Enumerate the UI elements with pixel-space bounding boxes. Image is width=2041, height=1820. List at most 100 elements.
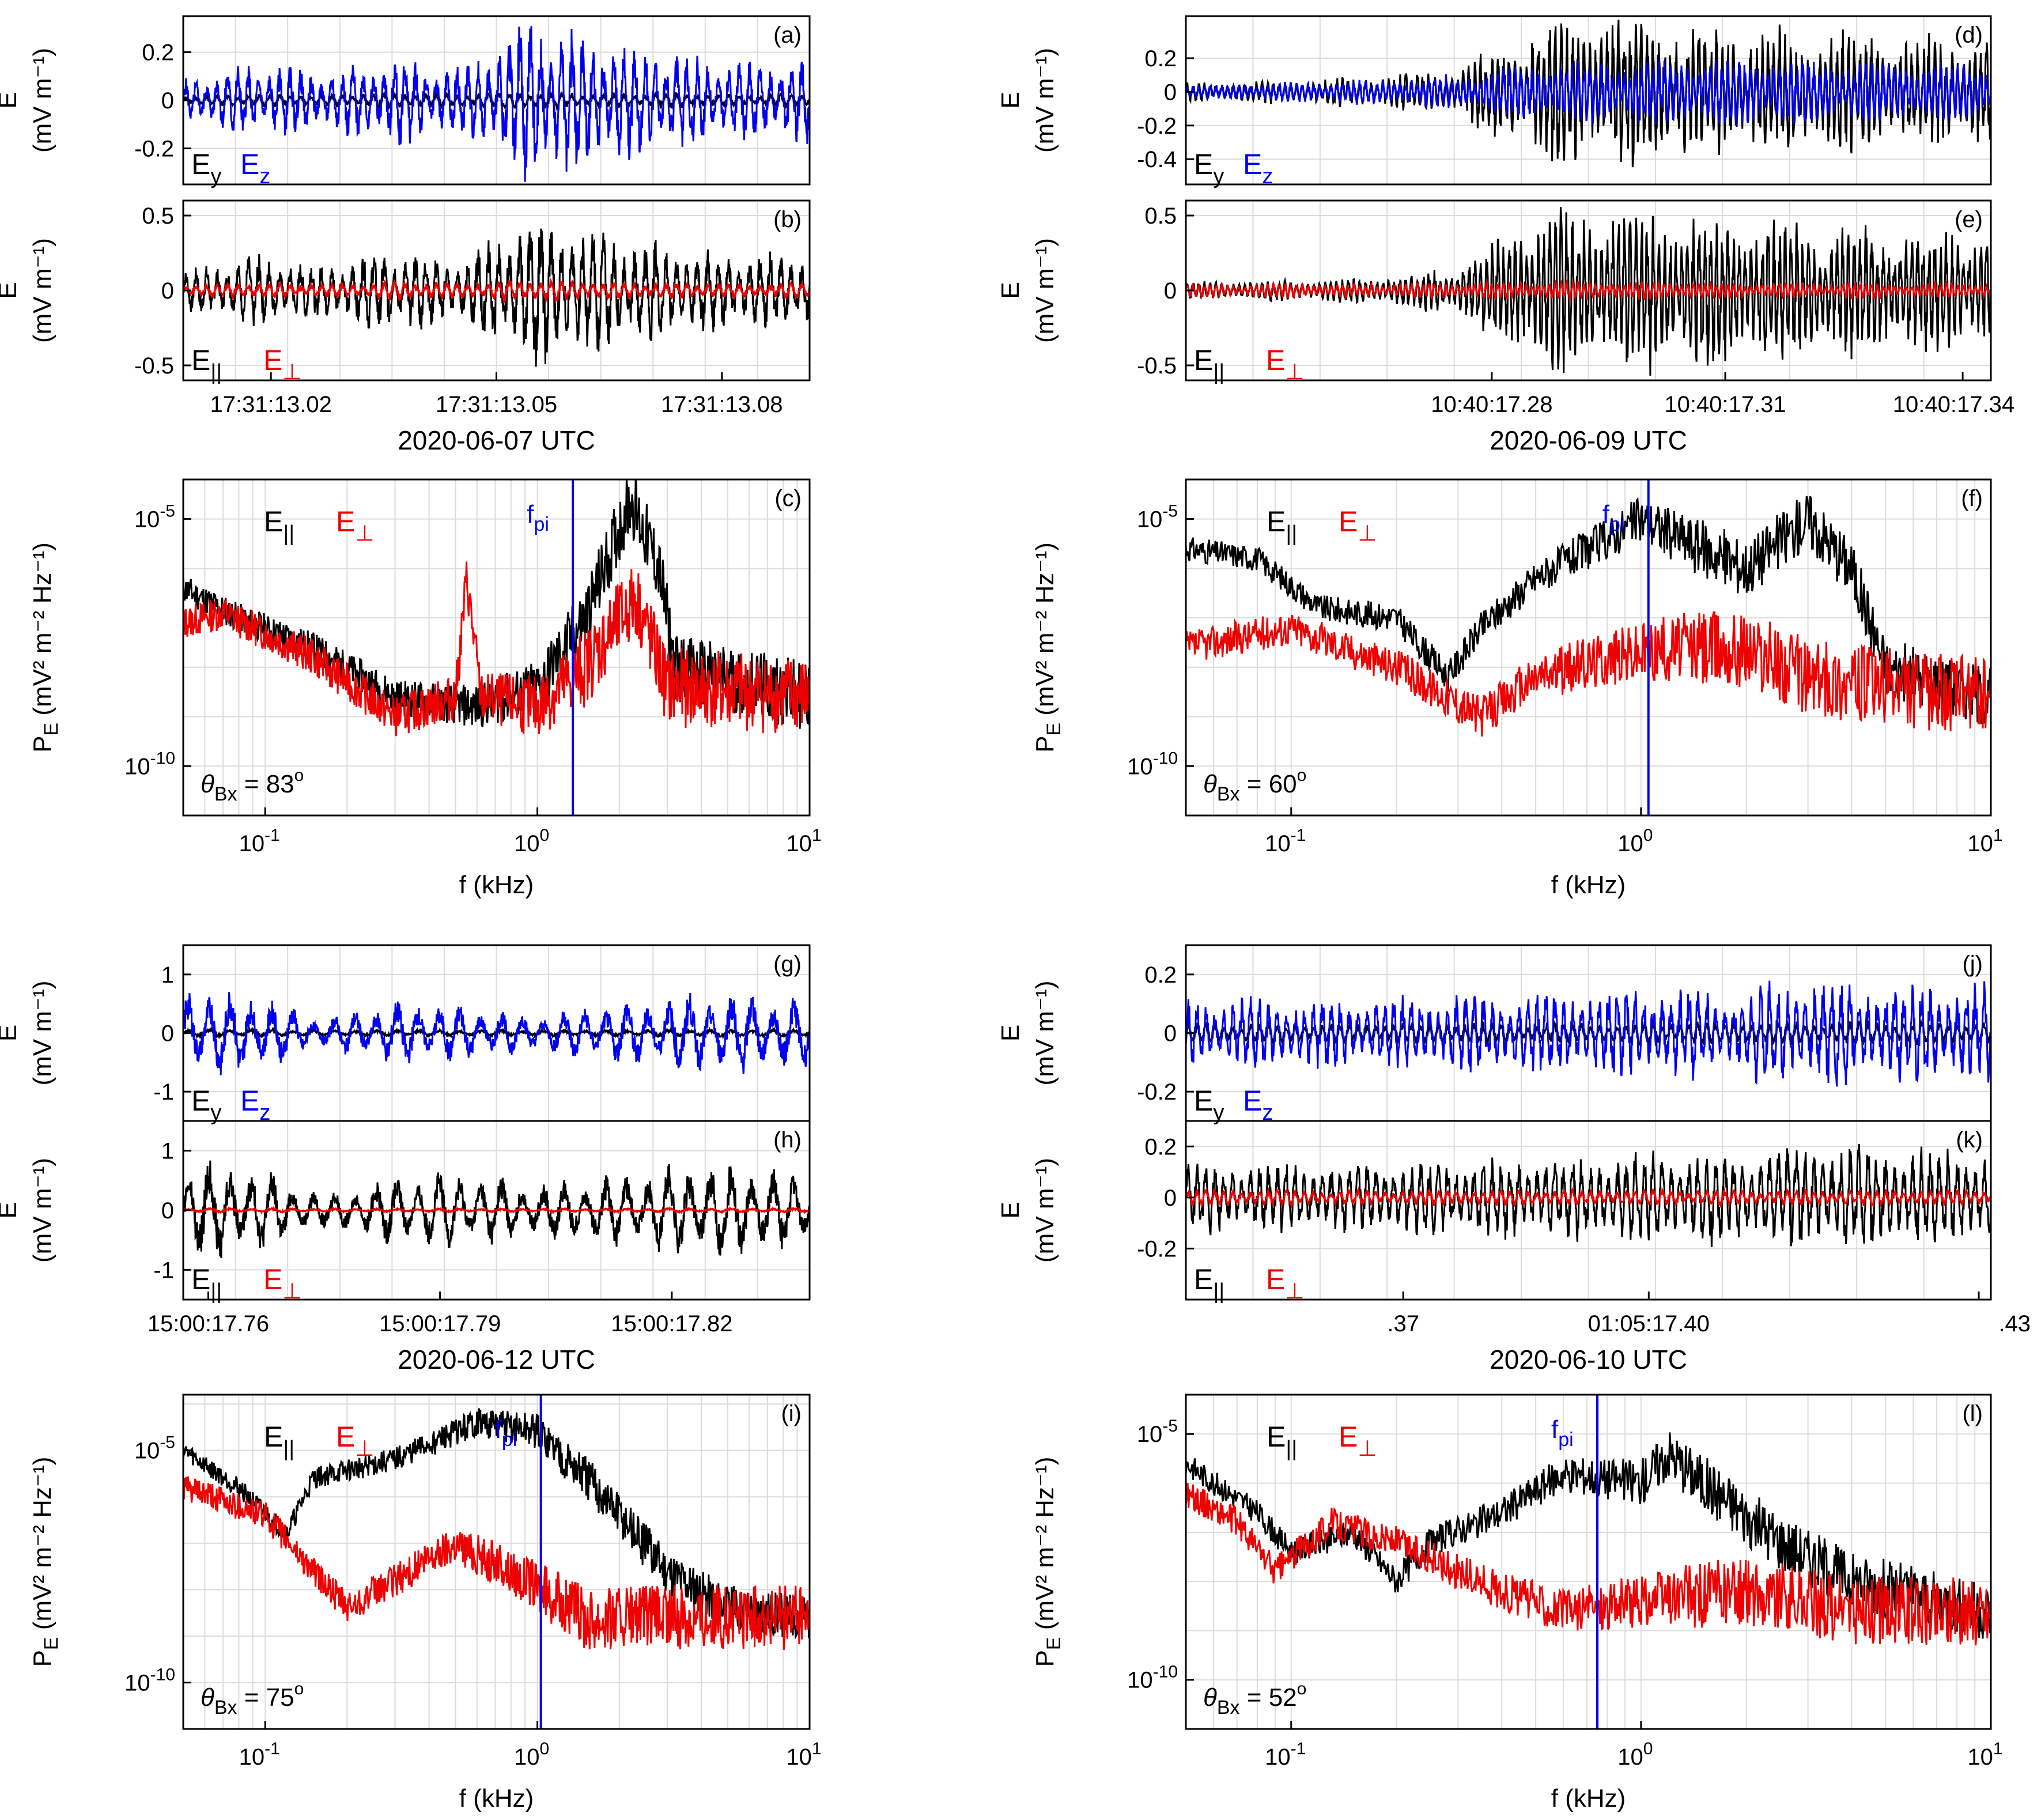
panel-j-yunit-text: (mV m⁻¹) (1031, 980, 1059, 1085)
panel-k-xtick-label: .43 (1998, 1311, 2031, 1336)
panel-k-ylabel-text: E (996, 1202, 1025, 1218)
legend-main: E (1194, 1263, 1213, 1296)
xtick-base: 10 (1265, 831, 1291, 856)
legend-main: E (1194, 1085, 1213, 1117)
legend-main: E (240, 1085, 259, 1117)
panel-k-label: (k) (1956, 1127, 1983, 1153)
xtick-exp: 0 (540, 826, 550, 845)
legend-main: E (1267, 505, 1286, 538)
panel-c-series-Eperp (183, 561, 810, 737)
xtick-base: 10 (786, 831, 812, 856)
panel-d-legend-entry-1: Ez (1243, 148, 1273, 188)
panel-k-legend-entry-1: E⊥ (1266, 1263, 1304, 1304)
panel-j-ylabel: E (mV m⁻¹) (996, 980, 1059, 1085)
panel-l-legend-entry-0: E|| (1267, 1421, 1297, 1461)
legend-main: E (263, 344, 282, 376)
panel-e: -0.5 0 0.5 10:40:17.28 10:40:17.31 10:40:17.3… (1137, 199, 2014, 455)
panel-e-legend-entry-0: E|| (1194, 344, 1224, 384)
panel-h-label: (h) (773, 1127, 802, 1153)
panel-f-grid (1186, 479, 1991, 815)
legend-sub: y (210, 164, 221, 188)
panel-h-ylabel-text: E (0, 1202, 22, 1218)
panel-e-series-Eperp (1186, 278, 1991, 303)
xtick-exp: 1 (812, 1739, 822, 1758)
legend-main: E (336, 505, 355, 538)
xtick-exp: 1 (812, 826, 822, 845)
ylabel-sub: E (40, 723, 62, 736)
legend-sub: y (210, 1101, 221, 1125)
panel-d-yunit-text: (mV m⁻¹) (1031, 48, 1059, 153)
panel-f-series-Epar (1186, 496, 1991, 724)
panel-j-ylabel-text: E (996, 1025, 1025, 1041)
panel-e-ytick-label: 0.5 (1144, 203, 1177, 229)
ytick-base: 10 (124, 1670, 150, 1696)
ytick-base: 10 (1137, 1422, 1163, 1447)
panel-k-ytick-label: -0.2 (1137, 1236, 1177, 1262)
panel-b-label: (b) (773, 207, 802, 232)
panel-l-xtick-label: 10-1 (1265, 1739, 1306, 1770)
theta-value: = 52 (1240, 1683, 1297, 1712)
panel-d-ytick-label: -0.2 (1137, 114, 1177, 139)
panel-d: -0.4 -0.2 0 0.2 (d) (1137, 15, 1992, 186)
theta-value: = 75 (237, 1683, 294, 1712)
panel-i-xtick-label: 101 (786, 1739, 821, 1770)
panel-j-label: (j) (1962, 951, 1983, 977)
legend-main: E (1194, 344, 1213, 376)
panel-i-xtick-label: 100 (514, 1739, 549, 1770)
ylabel-main: P (1031, 1650, 1059, 1667)
panel-l-series-Epar (1186, 1432, 1991, 1639)
ylabel-main: P (28, 1650, 56, 1667)
panel-j-series-Ez (1186, 980, 1991, 1087)
panel-b-legend: E|| E⊥ (191, 344, 301, 384)
panel-c-ytick-label: 10-10 (124, 749, 175, 779)
legend-sub: y (1213, 1101, 1224, 1125)
ylabel-unit: (mV² m⁻² Hz⁻¹) (1031, 542, 1059, 723)
panel-a-ytick-label: -0.2 (134, 136, 174, 161)
panel-f-theta: θBx = 60o (1203, 766, 1306, 805)
panel-k-yunit-text: (mV m⁻¹) (1031, 1158, 1059, 1263)
panel-f-ylabel-text: PE (mV² m⁻² Hz⁻¹) (1031, 542, 1065, 753)
panel-i-xlabel: f (kHz) (459, 1784, 534, 1813)
panel-h: -1 0 1 15:00:17.76 15:00:17.79 15:00:17.82 202… (148, 1120, 811, 1375)
ytick-exp: -5 (1162, 502, 1178, 521)
xtick-exp: 0 (1643, 826, 1653, 845)
xtick-base: 10 (239, 831, 265, 856)
xtick-base: 10 (786, 1745, 812, 1770)
theta-degree: o (1297, 766, 1307, 785)
panel-d-ytick-label: -0.4 (1137, 147, 1177, 172)
xtick-exp: -1 (264, 1739, 280, 1758)
panel-i-ylabel: PE (mV² m⁻² Hz⁻¹) (28, 1457, 62, 1667)
panel-g-yunit-text: (mV m⁻¹) (28, 980, 56, 1085)
xtick-base: 10 (1617, 831, 1643, 856)
panel-f-xlabel: f (kHz) (1551, 871, 1626, 899)
panel-d-label: (d) (1955, 22, 1983, 48)
legend-main: E (263, 1263, 282, 1296)
legend-sub: || (1213, 1279, 1224, 1304)
ylabel-main: P (1031, 736, 1059, 753)
fpi-sub: pi (502, 1429, 517, 1451)
ylabel-unit: (mV² m⁻² Hz⁻¹) (28, 542, 56, 723)
panel-l-frame (1185, 1394, 1992, 1730)
theta-sub: Bx (1217, 1697, 1240, 1719)
panel-c-ytick-label: 10-5 (134, 502, 175, 533)
panel-b-ylabel: E (mV m⁻¹) (0, 238, 56, 343)
panel-g-ylabel-text: E (0, 1025, 22, 1041)
panel-k-legend: E|| E⊥ (1194, 1263, 1304, 1304)
legend-main: E (191, 148, 210, 180)
panel-b-legend-entry-0: E|| (191, 344, 222, 384)
ylabel-unit: (mV² m⁻² Hz⁻¹) (1031, 1457, 1059, 1637)
panel-c-xtick-label: 101 (786, 826, 821, 856)
panel-c-xtick-label: 100 (514, 826, 549, 856)
panel-c-theta: θBx = 83o (201, 766, 304, 805)
ylabel-sub: E (1043, 723, 1065, 736)
ytick-exp: -10 (1153, 1663, 1178, 1682)
panel-g-legend-entry-1: Ez (240, 1085, 270, 1125)
panel-l-ylabel: PE (mV² m⁻² Hz⁻¹) (1031, 1457, 1065, 1667)
legend-main: E (264, 1421, 283, 1453)
panel-c-xlabel: f (kHz) (459, 871, 534, 899)
panel-g-ytick-label: 0 (161, 1021, 174, 1047)
panel-k-ylabel: E (mV m⁻¹) (996, 1158, 1059, 1263)
